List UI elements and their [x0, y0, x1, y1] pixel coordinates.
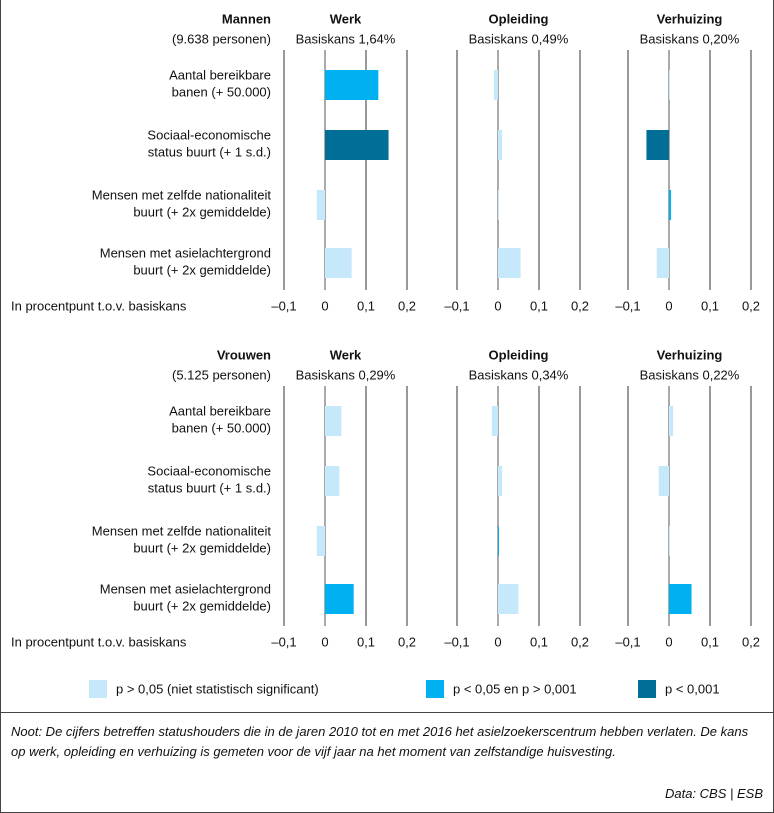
bar — [325, 406, 342, 436]
group-title: Vrouwen — [217, 347, 271, 362]
chart: Mannen (9.638 personen) Aantal bereikbare b… — [11, 11, 760, 698]
bar — [658, 466, 669, 496]
x-tick-label: –0,1 — [271, 634, 296, 649]
separator — [1, 712, 773, 713]
group-subtitle: (5.125 personen) — [172, 367, 271, 382]
group-title: Mannen — [222, 11, 271, 26]
bar — [669, 526, 670, 556]
panel-subtitle: Basiskans 0,20% — [640, 31, 740, 46]
bar — [316, 526, 325, 556]
x-tick-label: 0 — [321, 634, 328, 649]
category-label: status buurt (+ 1 s.d.) — [148, 480, 271, 495]
bar — [325, 70, 379, 100]
legend-label: p > 0,05 (niet statistisch significant) — [116, 681, 319, 696]
category-label: Sociaal-economische — [147, 127, 271, 142]
bar — [325, 466, 340, 496]
panel-subtitle: Basiskans 0,34% — [469, 367, 569, 382]
panel-subtitle: Basiskans 0,22% — [640, 367, 740, 382]
x-tick-label: –0,1 — [271, 298, 296, 313]
category-label: buurt (+ 2x gemiddelde) — [133, 598, 271, 613]
x-tick-label: 0,2 — [571, 298, 589, 313]
x-tick-label: 0,1 — [530, 634, 548, 649]
category-label: Mensen met asielachtergrond — [100, 245, 271, 260]
panel-subtitle: Basiskans 1,64% — [296, 31, 396, 46]
x-tick-label: 0,2 — [742, 634, 760, 649]
x-tick-label: 0 — [321, 298, 328, 313]
legend-swatch — [426, 680, 444, 698]
bar — [325, 130, 389, 160]
bar — [498, 190, 499, 220]
x-tick-label: 0 — [665, 634, 672, 649]
category-label: Mensen met zelfde nationaliteit — [92, 187, 272, 202]
category-label: banen (+ 50.000) — [172, 84, 271, 99]
bar — [493, 70, 498, 100]
x-tick-label: 0,1 — [701, 298, 719, 313]
bar — [498, 248, 521, 278]
legend-swatch — [638, 680, 656, 698]
x-tick-label: 0,1 — [530, 298, 548, 313]
x-tick-label: –0,1 — [615, 298, 640, 313]
bar — [325, 248, 352, 278]
x-tick-label: 0 — [494, 634, 501, 649]
x-tick-label: 0,2 — [398, 298, 416, 313]
note: Noot: De cijfers betreffen statushouders… — [11, 724, 749, 759]
bar — [498, 584, 519, 614]
panel-title: Werk — [330, 11, 362, 26]
category-label: Aantal bereikbare — [169, 67, 271, 82]
panel-title: Werk — [330, 347, 362, 362]
category-label: Mensen met asielachtergrond — [100, 581, 271, 596]
bar — [316, 190, 325, 220]
bar — [669, 70, 670, 100]
bar — [669, 190, 672, 220]
bar — [325, 584, 354, 614]
panel-title: Verhuizing — [657, 347, 723, 362]
x-tick-label: 0,1 — [357, 298, 375, 313]
x-tick-label: 0,2 — [398, 634, 416, 649]
bar — [669, 406, 674, 436]
bar — [498, 466, 503, 496]
source: Data: CBS | ESB — [664, 786, 763, 801]
bar — [656, 248, 669, 278]
category-label: buurt (+ 2x gemiddelde) — [133, 204, 271, 219]
legend-swatch — [89, 680, 107, 698]
legend-label: p < 0,001 — [665, 681, 720, 696]
x-axis-label: In procentpunt t.o.v. basiskans — [11, 634, 187, 649]
panel-subtitle: Basiskans 0,49% — [469, 31, 569, 46]
category-label: banen (+ 50.000) — [172, 420, 271, 435]
bar — [498, 526, 499, 556]
x-axis-label: In procentpunt t.o.v. basiskans — [11, 298, 187, 313]
x-tick-label: –0,1 — [444, 298, 469, 313]
bar — [491, 406, 498, 436]
panel-title: Opleiding — [489, 11, 549, 26]
x-tick-label: 0,1 — [701, 634, 719, 649]
bar — [498, 130, 503, 160]
category-label: Aantal bereikbare — [169, 403, 271, 418]
x-tick-label: –0,1 — [444, 634, 469, 649]
panel-title: Verhuizing — [657, 11, 723, 26]
category-label: buurt (+ 2x gemiddelde) — [133, 262, 271, 277]
x-tick-label: 0 — [494, 298, 501, 313]
x-tick-label: 0,1 — [357, 634, 375, 649]
bar — [646, 130, 669, 160]
x-tick-label: –0,1 — [615, 634, 640, 649]
x-tick-label: 0,2 — [742, 298, 760, 313]
group-subtitle: (9.638 personen) — [172, 31, 271, 46]
category-label: Sociaal-economische — [147, 463, 271, 478]
category-label: buurt (+ 2x gemiddelde) — [133, 540, 271, 555]
x-tick-label: 0,2 — [571, 634, 589, 649]
category-label: status buurt (+ 1 s.d.) — [148, 144, 271, 159]
bar — [669, 584, 692, 614]
legend-label: p < 0,05 en p > 0,001 — [453, 681, 577, 696]
panel-title: Opleiding — [489, 347, 549, 362]
panel-subtitle: Basiskans 0,29% — [296, 367, 396, 382]
category-label: Mensen met zelfde nationaliteit — [92, 523, 272, 538]
x-tick-label: 0 — [665, 298, 672, 313]
